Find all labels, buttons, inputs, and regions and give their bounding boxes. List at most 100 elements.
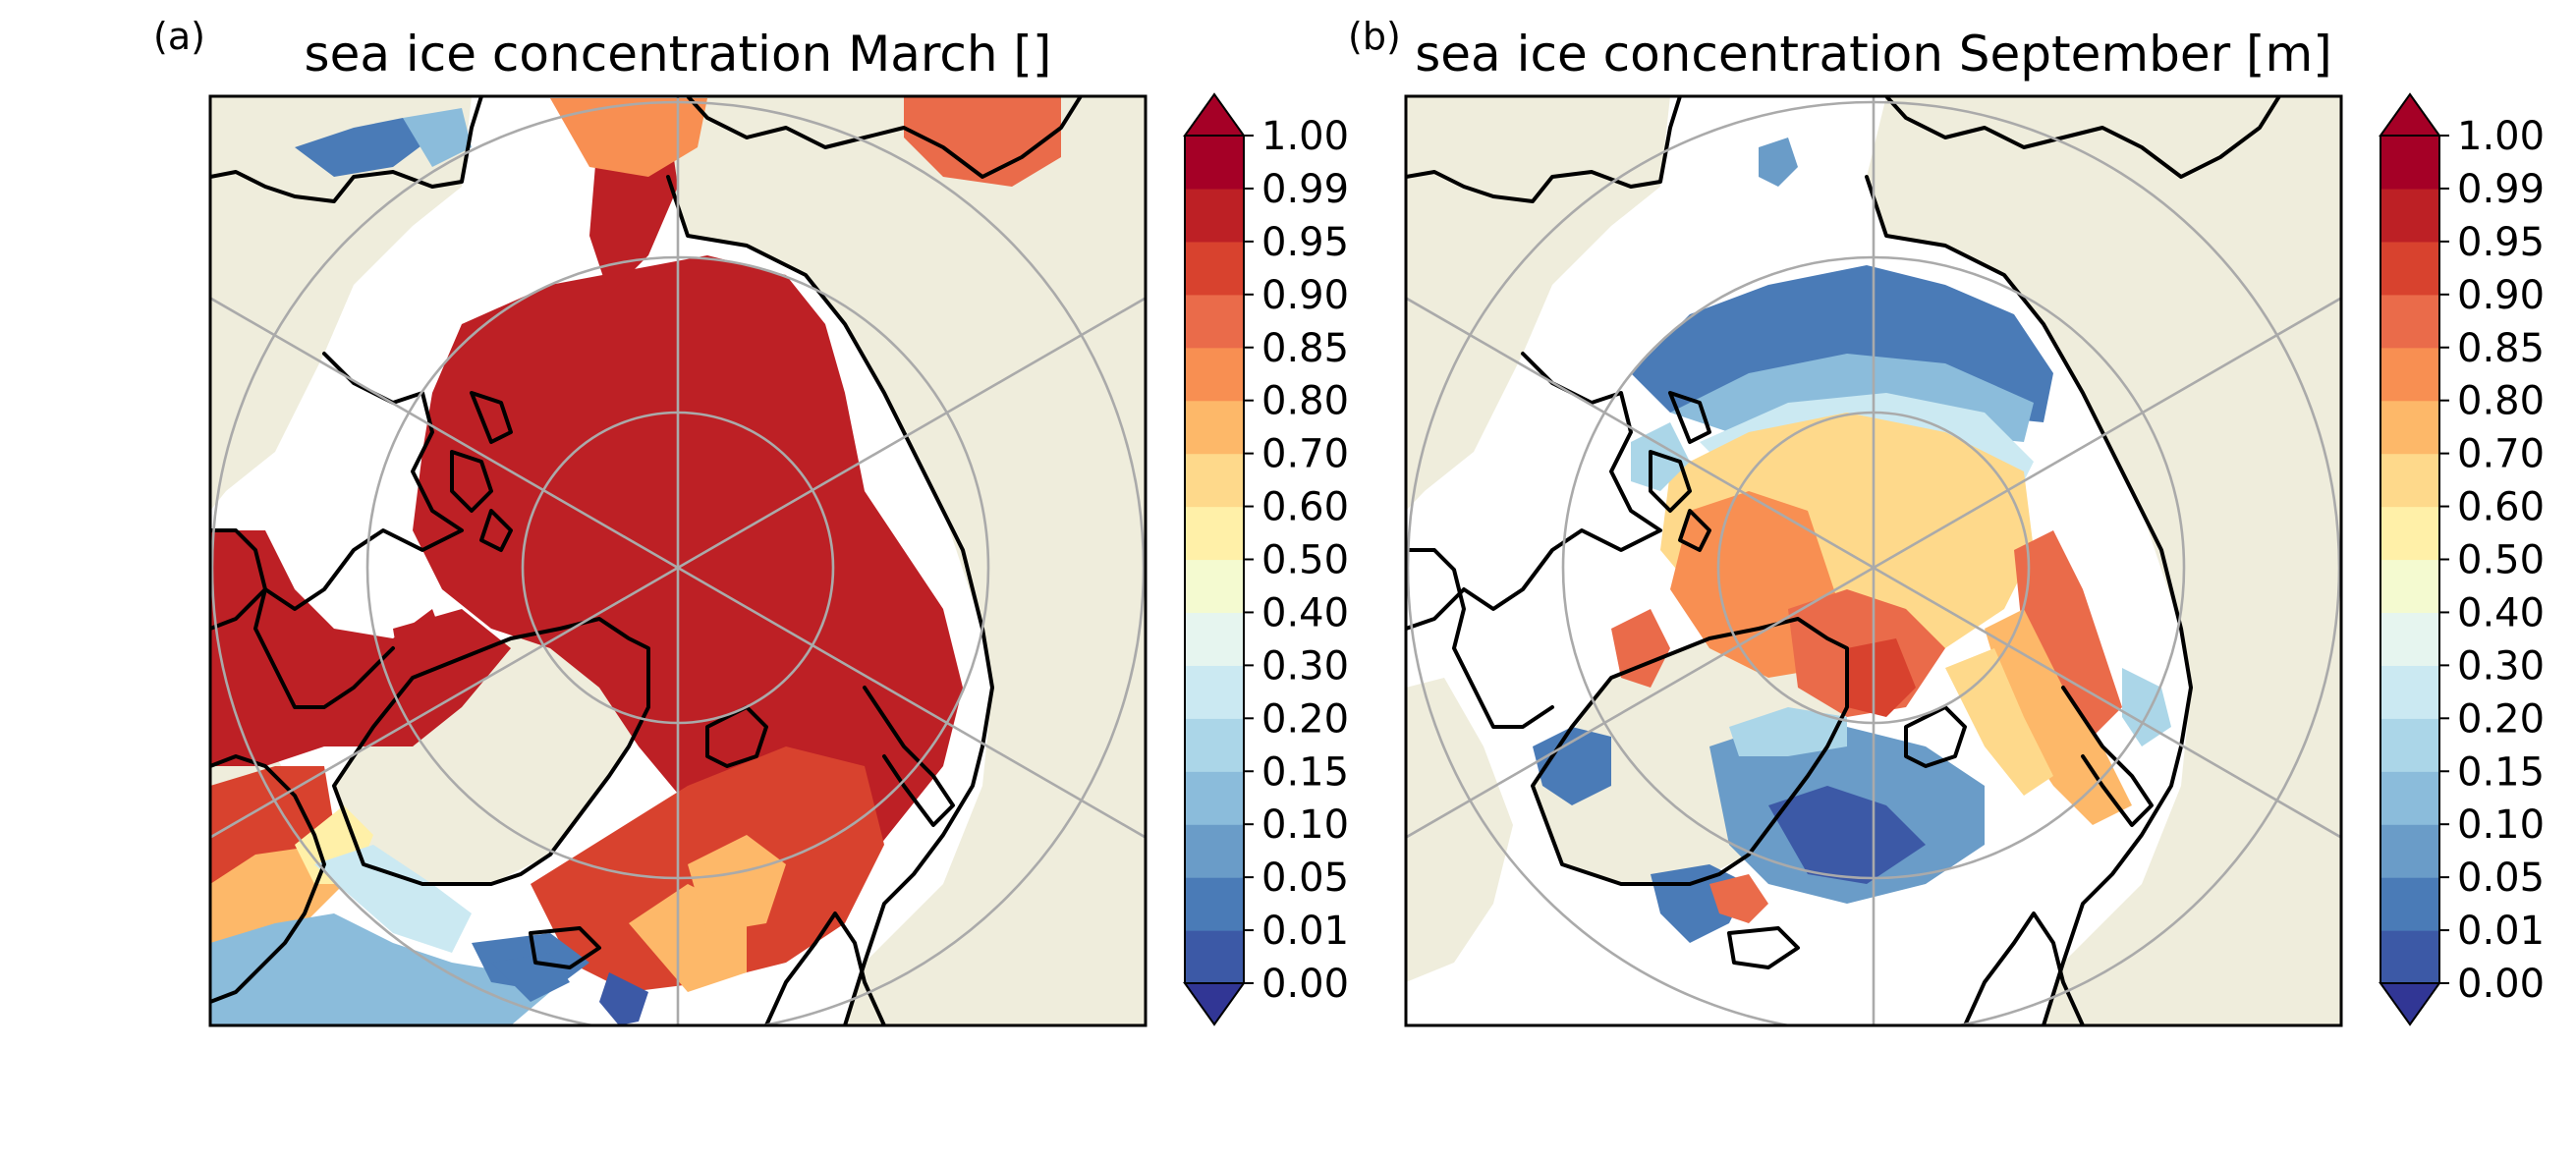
colorbar-a-segment — [1185, 559, 1244, 614]
colorbar-b-tick-label: 0.80 — [2457, 379, 2545, 424]
coast-scandinavia-b — [1963, 911, 2085, 1025]
coast-svalbard-b — [1904, 705, 1967, 768]
colorbar-a-extend-min — [1183, 982, 1246, 1026]
ice-field-a — [210, 96, 1061, 1025]
land-eurasia-east — [1867, 96, 2341, 1025]
coast-siberia-a — [686, 96, 1083, 179]
colorbar-a-segment — [1185, 241, 1244, 296]
ice-okhotsk-a — [904, 96, 1061, 187]
coast-iceland-b — [1727, 926, 1800, 969]
colorbar-b-tick-label: 0.05 — [2457, 856, 2545, 901]
colorbar-b-extend-min — [2379, 982, 2441, 1026]
colorbar-b-tick-label: 0.40 — [2457, 590, 2545, 635]
colorbar-a-segment — [1185, 612, 1244, 666]
land-north-america — [1406, 96, 1670, 511]
ice-labrador-red-b — [1611, 609, 1670, 688]
coast-north-america-b — [1406, 96, 1682, 203]
ice-labrador-blue-a — [210, 913, 550, 1025]
ice-siberia-blue-b — [1759, 138, 1798, 187]
ice-baffin-a — [393, 609, 511, 746]
colorbar-a-tick-label: 0.30 — [1261, 643, 1349, 689]
colorbar-a-tick-label: 0.01 — [1261, 909, 1349, 954]
coast-arch-islands-b — [1649, 391, 1711, 552]
ice-nw-lightblue-a — [403, 108, 472, 167]
ice-darkred-core-b — [1847, 638, 1916, 717]
graticule-b — [1406, 96, 2341, 1025]
colorbar-a-segment — [1185, 347, 1244, 402]
panel-b-title: sea ice concentration September [m] — [1415, 26, 2332, 83]
colorbar-a-tick-label: 1.00 — [1261, 114, 1349, 159]
colorbar-a-tick-label: 0.05 — [1261, 856, 1349, 901]
coast-siberia-b — [1884, 96, 2281, 179]
map-a — [210, 96, 1146, 1025]
panel-a: (a) sea ice concentration March [] — [153, 15, 1148, 1027]
coast-north-america-a — [210, 96, 483, 203]
coast-eurasia-b — [1865, 175, 2193, 1025]
coast-hudson-b — [1406, 548, 1554, 729]
colorbar-a-segment — [1185, 824, 1244, 878]
colorbar-b-tick-label: 0.85 — [2457, 326, 2545, 371]
colorbar-a-tick-label: 0.20 — [1261, 696, 1349, 742]
panel-b: (b) sea ice concentration September [m] — [1348, 15, 2343, 1027]
colorbar-a-segment — [1185, 453, 1244, 508]
colorbar-a-segment — [1185, 136, 1244, 190]
coast-iceland-a — [529, 926, 601, 969]
map-b-frame — [1404, 94, 2343, 1027]
colorbar-b-extend-max — [2379, 92, 2441, 137]
panel-a-title: sea ice concentration March [] — [305, 26, 1052, 83]
colorbar-a-segment — [1185, 294, 1244, 349]
colorbar-b-tick-label: 0.95 — [2457, 220, 2545, 265]
colorbar-a-segment — [1185, 188, 1244, 243]
ice-svalbard-orange-b — [1709, 874, 1768, 923]
colorbar-a-tick-label: 0.85 — [1261, 326, 1349, 371]
coast-eurasia-a — [666, 175, 994, 1025]
colorbar-b-segment — [2380, 241, 2439, 296]
colorbar-b-segment — [2380, 136, 2439, 190]
map-b — [1406, 96, 2341, 1025]
colorbar-b-segment — [2380, 506, 2439, 561]
colorbar-b-tick-label: 0.00 — [2457, 962, 2545, 1007]
panel-b-letter: (b) — [1348, 15, 1401, 58]
coast-scandinavia-a — [764, 911, 886, 1025]
colorbar-b-tick-label: 0.99 — [2457, 167, 2545, 212]
land-eurasia-east — [668, 96, 1146, 1025]
colorbar-a-tick-label: 0.95 — [1261, 220, 1349, 265]
colorbar-a-tick-label: 0.10 — [1261, 802, 1349, 848]
colorbar-b-tick-label: 0.90 — [2457, 273, 2545, 318]
colorbar-b-segment — [2380, 453, 2439, 508]
ice-hudson-a — [210, 530, 462, 766]
ice-svalbard-blue-a — [599, 972, 648, 1025]
ice-labrador-blue-b — [1533, 727, 1611, 805]
colorbar-b-tick-label: 0.01 — [2457, 909, 2545, 954]
ice-barents-darkblue-b — [1768, 786, 1926, 884]
coast-hudson-a — [210, 528, 395, 709]
ice-nw-blue-a — [295, 118, 432, 177]
colorbar-b-tick-label: 0.20 — [2457, 696, 2545, 742]
colorbar-a-segment — [1185, 718, 1244, 772]
ice-labrador-red-a — [210, 766, 334, 884]
ice-bering-edge-a — [550, 98, 707, 177]
ice-labrador-lightblue-a — [314, 845, 472, 953]
colorbar-a-segment — [1185, 400, 1244, 455]
coast-novaya-zemlya-a — [863, 686, 955, 827]
colorbar-b-segment — [2380, 771, 2439, 825]
coastlines-b — [1406, 96, 2281, 1025]
colorbar-b-tick-label: 0.15 — [2457, 749, 2545, 795]
colorbar-a-tick-label: 0.50 — [1261, 538, 1349, 583]
colorbar-a-tick-label: 0.90 — [1261, 273, 1349, 318]
colorbar-b-tick-label: 0.30 — [2457, 643, 2545, 689]
colorbar-b-tick-label: 0.10 — [2457, 802, 2545, 848]
colorbar-a-segment — [1185, 877, 1244, 931]
coast-greenland-b — [1531, 617, 1849, 886]
colorbar-b-tick-label: 0.60 — [2457, 485, 2545, 530]
colorbar-a-tick-label: 0.80 — [1261, 379, 1349, 424]
coast-novaya-zemlya-b — [2061, 686, 2154, 827]
colorbar-a-segment — [1185, 771, 1244, 825]
map-a-frame — [208, 94, 1148, 1027]
graticule-a — [210, 96, 1146, 1025]
land-b — [1406, 96, 2341, 1025]
colorbar-a-tick-label: 0.99 — [1261, 167, 1349, 212]
colorbar-b-segment — [2380, 824, 2439, 878]
colorbar-a-segment — [1185, 665, 1244, 719]
